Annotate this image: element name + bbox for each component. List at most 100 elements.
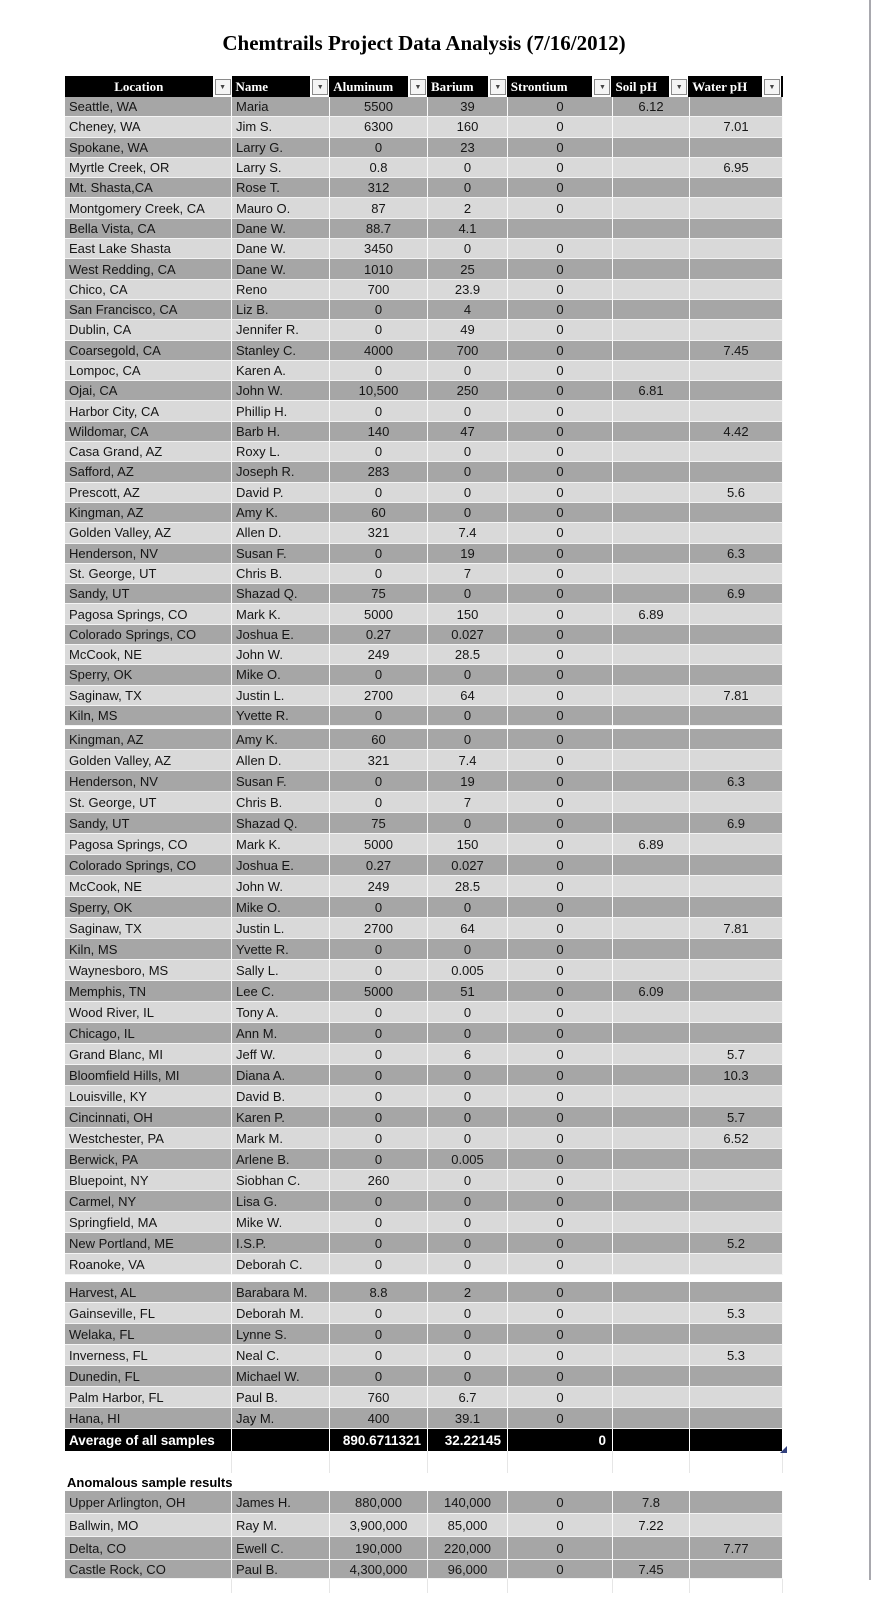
cell-aluminum[interactable]: 0 <box>330 299 428 321</box>
cell-aluminum[interactable]: 249 <box>330 876 428 898</box>
cell-aluminum[interactable]: 0 <box>330 1366 428 1388</box>
filter-dropdown-button[interactable]: ▼ <box>312 79 329 95</box>
cell-barium[interactable]: 0 <box>428 482 508 503</box>
cell-barium[interactable]: 0 <box>428 442 508 463</box>
cell-location[interactable]: Roanoke, VA <box>65 1254 232 1276</box>
cell-soil-ph[interactable] <box>613 665 690 686</box>
cell-water-ph[interactable] <box>690 320 783 341</box>
cell-water-ph[interactable] <box>690 381 783 402</box>
cell-aluminum[interactable]: 321 <box>330 523 428 544</box>
cell-water-ph[interactable]: 4.42 <box>690 421 783 443</box>
cell-water-ph[interactable] <box>690 563 783 585</box>
cell-barium[interactable]: 0 <box>428 665 508 686</box>
cell-water-ph[interactable] <box>690 834 783 856</box>
cell-aluminum[interactable]: 0 <box>330 543 428 564</box>
cell-soil-ph[interactable] <box>613 645 690 666</box>
cell-soil-ph[interactable]: 6.09 <box>613 981 690 1003</box>
cell-soil-ph[interactable] <box>613 1282 690 1304</box>
cell-name[interactable]: James H. <box>232 1491 330 1515</box>
cell-aluminum[interactable]: 0 <box>330 665 428 686</box>
cell-location[interactable]: Colorado Springs, CO <box>65 624 232 646</box>
cell-water-ph[interactable] <box>690 218 783 240</box>
cell-location[interactable]: Montgomery Creek, CA <box>65 198 232 219</box>
cell-barium[interactable]: 7 <box>428 792 508 814</box>
cell-water-ph[interactable] <box>690 705 783 727</box>
cell-water-ph[interactable] <box>690 1366 783 1388</box>
cell-soil-ph[interactable] <box>613 813 690 835</box>
cell-strontium[interactable]: 0 <box>508 442 613 463</box>
cell-strontium[interactable]: 0 <box>508 1387 613 1409</box>
cell-strontium[interactable]: 0 <box>508 1233 613 1255</box>
cell-soil-ph[interactable] <box>613 543 690 564</box>
cell-soil-ph[interactable] <box>613 1065 690 1087</box>
cell-barium[interactable]: 0 <box>428 813 508 835</box>
cell-soil-ph[interactable] <box>613 502 690 524</box>
cell-aluminum[interactable]: 0 <box>330 442 428 463</box>
cell-soil-ph[interactable] <box>613 259 690 280</box>
cell-water-ph[interactable] <box>690 523 783 544</box>
cell-name[interactable]: Siobhan C. <box>232 1170 330 1192</box>
cell-barium[interactable]: 28.5 <box>428 876 508 898</box>
cell-strontium[interactable]: 0 <box>508 1191 613 1213</box>
cell-name[interactable]: Mark M. <box>232 1128 330 1150</box>
cell-name[interactable]: Susan F. <box>232 771 330 793</box>
cell-soil-ph[interactable] <box>613 685 690 706</box>
cell-soil-ph[interactable]: 6.12 <box>613 97 690 118</box>
cell-aluminum[interactable]: 3,900,000 <box>330 1514 428 1538</box>
cell-location[interactable]: Upper Arlington, OH <box>65 1491 232 1515</box>
cell-name[interactable]: Chris B. <box>232 792 330 814</box>
cell-location[interactable]: San Francisco, CA <box>65 299 232 321</box>
cell-location[interactable]: Sandy, UT <box>65 584 232 605</box>
cell-name[interactable]: Dane W. <box>232 218 330 240</box>
cell-location[interactable]: Henderson, NV <box>65 771 232 793</box>
cell-water-ph[interactable] <box>690 462 783 483</box>
cell-strontium[interactable]: 0 <box>508 685 613 706</box>
cell-barium[interactable]: 39.1 <box>428 1408 508 1430</box>
cell-location[interactable]: New Portland, ME <box>65 1233 232 1255</box>
cell-name[interactable]: Mike W. <box>232 1212 330 1234</box>
cell-location[interactable]: St. George, UT <box>65 792 232 814</box>
cell-aluminum[interactable]: 700 <box>330 279 428 300</box>
cell-name[interactable]: Tony A. <box>232 1002 330 1024</box>
cell-strontium[interactable]: 0 <box>508 198 613 219</box>
cell-name[interactable]: Phillip H. <box>232 401 330 422</box>
cell-soil-ph[interactable] <box>613 401 690 422</box>
cell-soil-ph[interactable] <box>613 117 690 138</box>
cell-water-ph[interactable]: 5.3 <box>690 1303 783 1325</box>
cell-strontium[interactable]: 0 <box>508 178 613 199</box>
cell-water-ph[interactable] <box>690 604 783 625</box>
cell-barium[interactable]: 28.5 <box>428 645 508 666</box>
cell-name[interactable]: Yvette R. <box>232 705 330 727</box>
cell-location[interactable]: Bluepoint, NY <box>65 1170 232 1192</box>
cell-name[interactable]: John W. <box>232 381 330 402</box>
cell-water-ph[interactable] <box>690 665 783 686</box>
cell-aluminum[interactable]: 0.27 <box>330 855 428 877</box>
cell-name[interactable]: Diana A. <box>232 1065 330 1087</box>
cell-water-ph[interactable] <box>690 750 783 772</box>
cell-water-ph[interactable] <box>690 97 783 118</box>
cell-strontium[interactable]: 0 <box>508 563 613 585</box>
cell-name[interactable]: Joseph R. <box>232 462 330 483</box>
cell-barium[interactable]: 250 <box>428 381 508 402</box>
cell-water-ph[interactable] <box>690 502 783 524</box>
cell-water-ph[interactable] <box>690 178 783 199</box>
cell-barium[interactable]: 0 <box>428 1212 508 1234</box>
cell-location[interactable]: Chicago, IL <box>65 1023 232 1045</box>
cell-strontium[interactable]: 0 <box>508 360 613 382</box>
cell-strontium[interactable]: 0 <box>508 1408 613 1430</box>
cell-name[interactable]: Mauro O. <box>232 198 330 219</box>
cell-aluminum[interactable]: 0 <box>330 1044 428 1066</box>
cell-location[interactable]: Berwick, PA <box>65 1149 232 1171</box>
cell-soil-ph[interactable]: 7.8 <box>613 1491 690 1515</box>
cell-strontium[interactable]: 0 <box>508 462 613 483</box>
cell-aluminum[interactable]: 2700 <box>330 685 428 706</box>
cell-water-ph[interactable] <box>690 1408 783 1430</box>
cell-name[interactable]: Reno <box>232 279 330 300</box>
cell-soil-ph[interactable] <box>613 1212 690 1234</box>
cell-name[interactable]: Barabara M. <box>232 1282 330 1304</box>
cell-barium[interactable]: 2 <box>428 198 508 219</box>
cell-soil-ph[interactable] <box>613 624 690 646</box>
cell-location[interactable]: Lompoc, CA <box>65 360 232 382</box>
cell-strontium[interactable]: 0 <box>508 1282 613 1304</box>
cell-water-ph[interactable] <box>690 299 783 321</box>
